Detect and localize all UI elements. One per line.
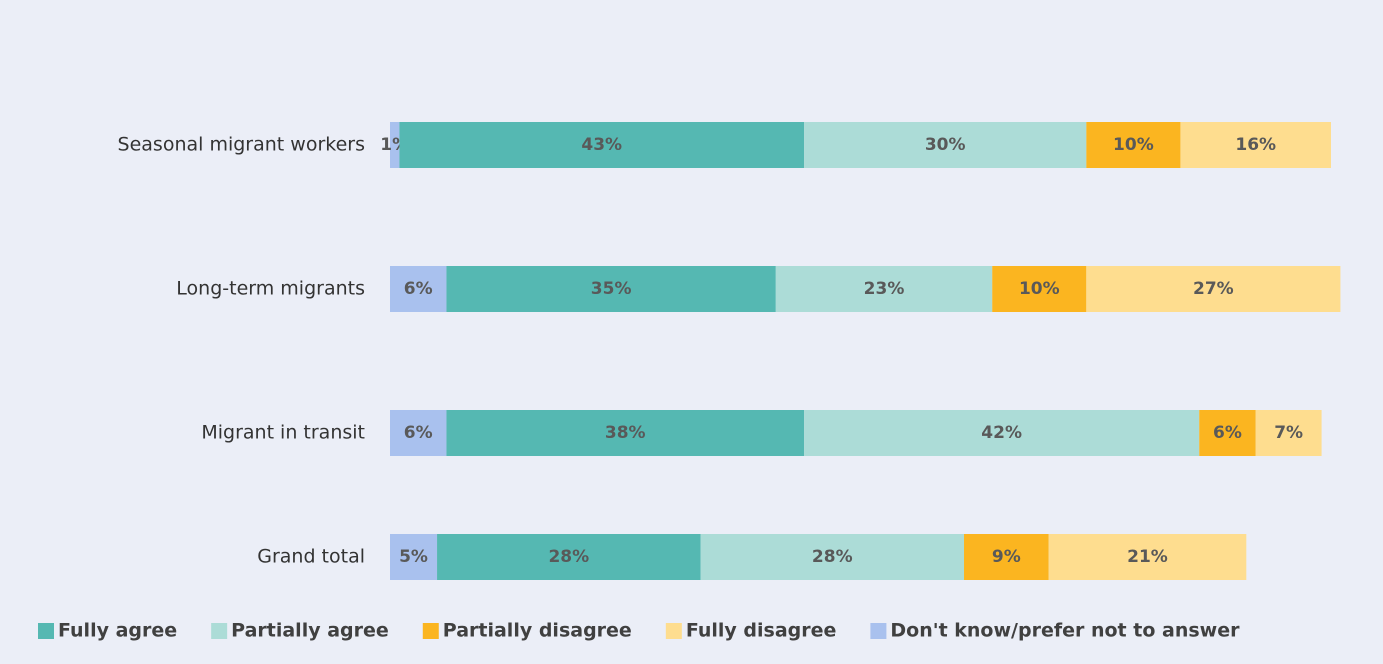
- bar-segment: [446, 410, 805, 456]
- bar-segment: [390, 534, 438, 580]
- value-label: 10%: [1113, 135, 1154, 155]
- value-label: 7%: [1274, 423, 1303, 443]
- value-label: 43%: [581, 135, 622, 155]
- value-label: 16%: [1235, 135, 1276, 155]
- value-label: 5%: [399, 547, 428, 567]
- value-label: 21%: [1127, 547, 1168, 567]
- bar-segment: [992, 266, 1087, 312]
- category-label: Long-term migrants: [176, 278, 365, 300]
- bar-segment: [1255, 410, 1322, 456]
- bar-segment: [399, 122, 805, 168]
- value-label: 6%: [404, 279, 433, 299]
- category-label: Grand total: [257, 546, 365, 568]
- bar-segment: [446, 266, 776, 312]
- value-label: 42%: [981, 423, 1022, 443]
- bar-segment: [775, 266, 993, 312]
- legend-label: Don't know/prefer not to answer: [890, 620, 1240, 642]
- bar-segment: [1199, 410, 1256, 456]
- value-label: 27%: [1193, 279, 1234, 299]
- legend-label: Partially agree: [231, 620, 389, 642]
- value-label: 28%: [812, 547, 853, 567]
- legend-swatch: [422, 623, 439, 639]
- value-label: 6%: [1213, 423, 1242, 443]
- bar-segment: [1180, 122, 1331, 168]
- legend-swatch: [870, 623, 887, 639]
- bar-segment: [804, 122, 1087, 168]
- value-label: 9%: [992, 547, 1021, 567]
- value-label: 38%: [605, 423, 646, 443]
- value-label: 28%: [548, 547, 589, 567]
- bar-segment: [1086, 122, 1181, 168]
- bar-segment: [390, 122, 400, 168]
- category-label: Seasonal migrant workers: [118, 134, 365, 156]
- legend-label: Fully disagree: [686, 620, 837, 642]
- value-label: 10%: [1019, 279, 1060, 299]
- value-label: 35%: [591, 279, 632, 299]
- legend-label: Fully agree: [58, 620, 177, 642]
- legend-swatch: [38, 623, 54, 639]
- bar-segment: [1048, 534, 1247, 580]
- bar-segment: [1086, 266, 1341, 312]
- bar-segment: [390, 266, 447, 312]
- bar-segment: [390, 410, 447, 456]
- bar-segment: [437, 534, 701, 580]
- bar-segment: [964, 534, 1049, 580]
- category-label: Migrant in transit: [201, 422, 365, 444]
- value-label: 23%: [864, 279, 905, 299]
- bar-segment: [700, 534, 965, 580]
- value-label: 6%: [404, 423, 433, 443]
- legend-swatch: [211, 623, 228, 639]
- legend-label: Partially disagree: [443, 620, 632, 642]
- bar-segment: [804, 410, 1200, 456]
- value-label: 30%: [925, 135, 966, 155]
- legend-swatch: [665, 623, 682, 639]
